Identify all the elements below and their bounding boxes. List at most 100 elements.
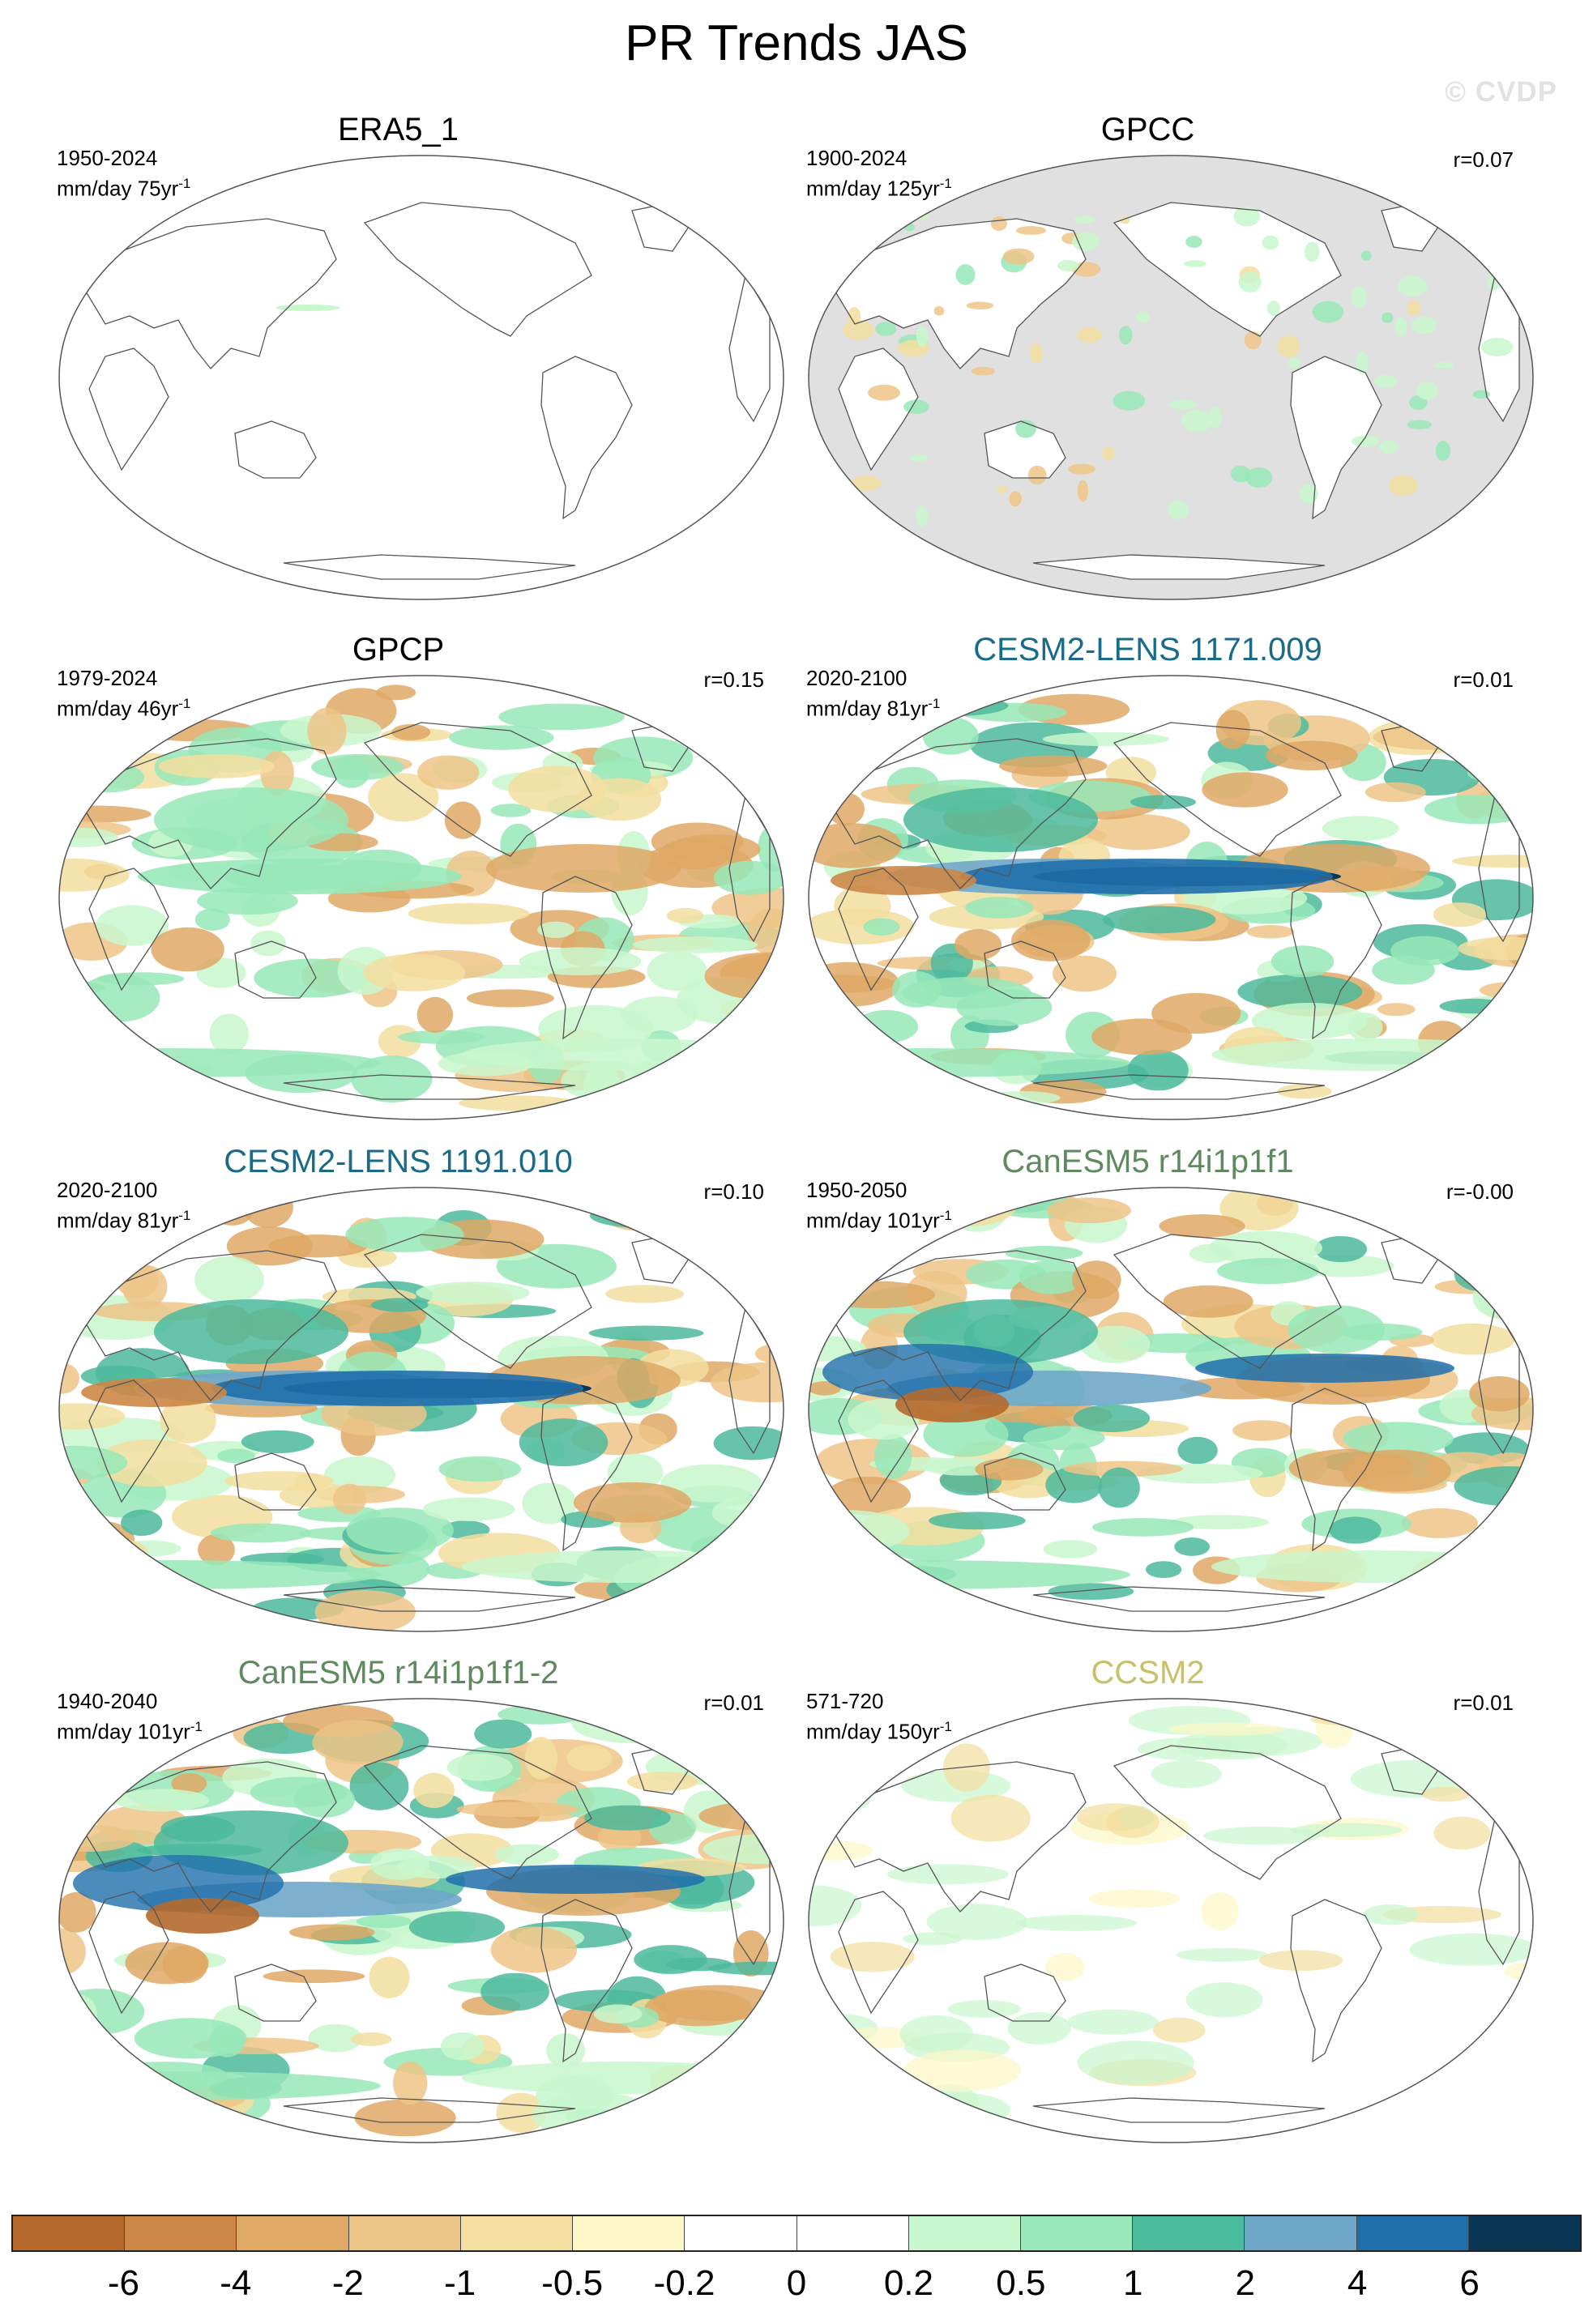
trend-patch xyxy=(1397,275,1428,296)
trend-patch xyxy=(1343,1422,1454,1456)
trend-patch xyxy=(138,859,462,894)
trend-patch xyxy=(666,907,704,923)
unit-exponent: -1 xyxy=(178,1208,191,1223)
trend-patch xyxy=(116,1263,159,1298)
map-panel: CanESM5 r14i1p1f1-2 1940-2040 mm/day 101yr… xyxy=(0,1655,796,2173)
trend-patch xyxy=(822,1344,1033,1401)
trend-patch xyxy=(933,305,945,316)
panel-period: 1979-2024 xyxy=(57,666,158,690)
trend-patch xyxy=(275,305,340,311)
trend-patch xyxy=(519,1418,609,1467)
trend-patch xyxy=(647,951,707,991)
coastline xyxy=(540,876,633,1040)
trend-patch xyxy=(903,399,929,414)
panel-period-units: 1940-2040 mm/day 101yr-1 xyxy=(57,1689,203,1745)
trend-patch xyxy=(863,918,900,936)
trend-patch xyxy=(1378,440,1399,454)
colorbar-swatch xyxy=(460,2216,574,2250)
panel-title: GPCC xyxy=(1100,112,1195,147)
trend-map xyxy=(58,1187,784,1632)
trend-patch xyxy=(815,1281,936,1309)
panel-units: mm/day 101yr-1 xyxy=(806,1208,952,1233)
panel-title: ERA5_1 xyxy=(338,112,459,147)
trend-patch xyxy=(1295,1255,1394,1277)
trend-patch xyxy=(1435,441,1451,461)
trend-patch xyxy=(916,505,928,527)
coastline xyxy=(1032,1074,1326,1100)
trend-patch xyxy=(217,1448,256,1464)
trend-patch xyxy=(984,1090,1061,1105)
trend-patch xyxy=(367,773,439,822)
colorbar-tick-label: -1 xyxy=(444,2263,476,2303)
trend-patch xyxy=(416,996,454,1034)
trend-patch xyxy=(834,885,891,927)
coastline xyxy=(363,722,592,857)
trend-patch xyxy=(1130,795,1197,809)
unit-exponent: -1 xyxy=(939,1208,952,1223)
trend-patch xyxy=(413,1772,455,1809)
coastline xyxy=(283,2097,576,2123)
colorbar-swatch xyxy=(348,2216,461,2250)
figure-title: PR Trends JAS xyxy=(625,15,968,71)
trend-patch xyxy=(1176,1947,1268,1962)
trend-patch xyxy=(546,2033,586,2068)
panel-title: CESM2-LENS 1191.010 xyxy=(224,1144,573,1179)
trend-patch xyxy=(1382,312,1394,323)
trend-map xyxy=(808,1187,1534,1632)
trend-patch xyxy=(118,1540,182,1557)
panel-title: CESM2-LENS 1171.009 xyxy=(973,632,1322,667)
trend-patch xyxy=(1304,241,1320,262)
coastline xyxy=(80,1250,337,1401)
trend-patch xyxy=(121,1509,163,1537)
trend-patch xyxy=(1076,1803,1155,1831)
coastline xyxy=(1290,876,1382,1040)
map-border xyxy=(58,155,784,600)
trend-patch xyxy=(1174,1537,1211,1556)
trend-patch xyxy=(996,486,1008,493)
trend-patch xyxy=(830,1942,915,1972)
trend-patch xyxy=(1246,925,1295,939)
panel-period: 2020-2100 xyxy=(806,666,908,690)
trend-patch xyxy=(1007,2012,1071,2045)
trend-patch xyxy=(1177,1436,1218,1465)
colorbar-swatch xyxy=(685,2216,797,2250)
trend-patch xyxy=(1457,1569,1514,1613)
colorbar-tick-label: 0.2 xyxy=(883,2263,934,2303)
trend-patch xyxy=(456,1802,579,1818)
trend-patch xyxy=(1170,1515,1269,1530)
trend-patch xyxy=(820,1032,856,1056)
coastline xyxy=(830,218,1087,369)
trend-patch xyxy=(1151,1759,1222,1789)
coastline xyxy=(1032,1586,1326,1612)
coastline xyxy=(830,738,1087,889)
trend-patch xyxy=(1245,467,1273,488)
trend-patch xyxy=(1389,475,1419,496)
trend-patch xyxy=(109,1066,194,1099)
trend-patch xyxy=(59,1891,96,1933)
coastline xyxy=(234,940,317,999)
trend-patch xyxy=(1377,1003,1416,1017)
trend-patch xyxy=(209,2024,246,2057)
trend-patch xyxy=(1208,1230,1323,1265)
coastline xyxy=(234,1964,317,2022)
trend-map xyxy=(808,1698,1534,2143)
trend-patch xyxy=(1071,232,1100,251)
trend-patch xyxy=(1091,1018,1193,1055)
trend-patch xyxy=(1113,390,1146,411)
trend-patch xyxy=(1428,2079,1472,2103)
trend-patch xyxy=(632,936,758,953)
trend-patch xyxy=(95,905,169,946)
trend-patch xyxy=(1052,955,1117,992)
trend-patch xyxy=(440,2032,485,2061)
trend-patch xyxy=(840,1072,956,1102)
trend-patch xyxy=(1042,731,1169,746)
trend-patch xyxy=(462,1550,784,1583)
trend-patch xyxy=(1450,1234,1533,1265)
trend-patch xyxy=(844,1067,926,1090)
trend-patch xyxy=(1506,1066,1533,1096)
trend-patch xyxy=(1310,1712,1423,1727)
trend-patch xyxy=(1005,1246,1083,1261)
unit-exponent: -1 xyxy=(190,1719,203,1734)
map-border xyxy=(808,1698,1534,2143)
trend-patch xyxy=(490,1926,578,1973)
